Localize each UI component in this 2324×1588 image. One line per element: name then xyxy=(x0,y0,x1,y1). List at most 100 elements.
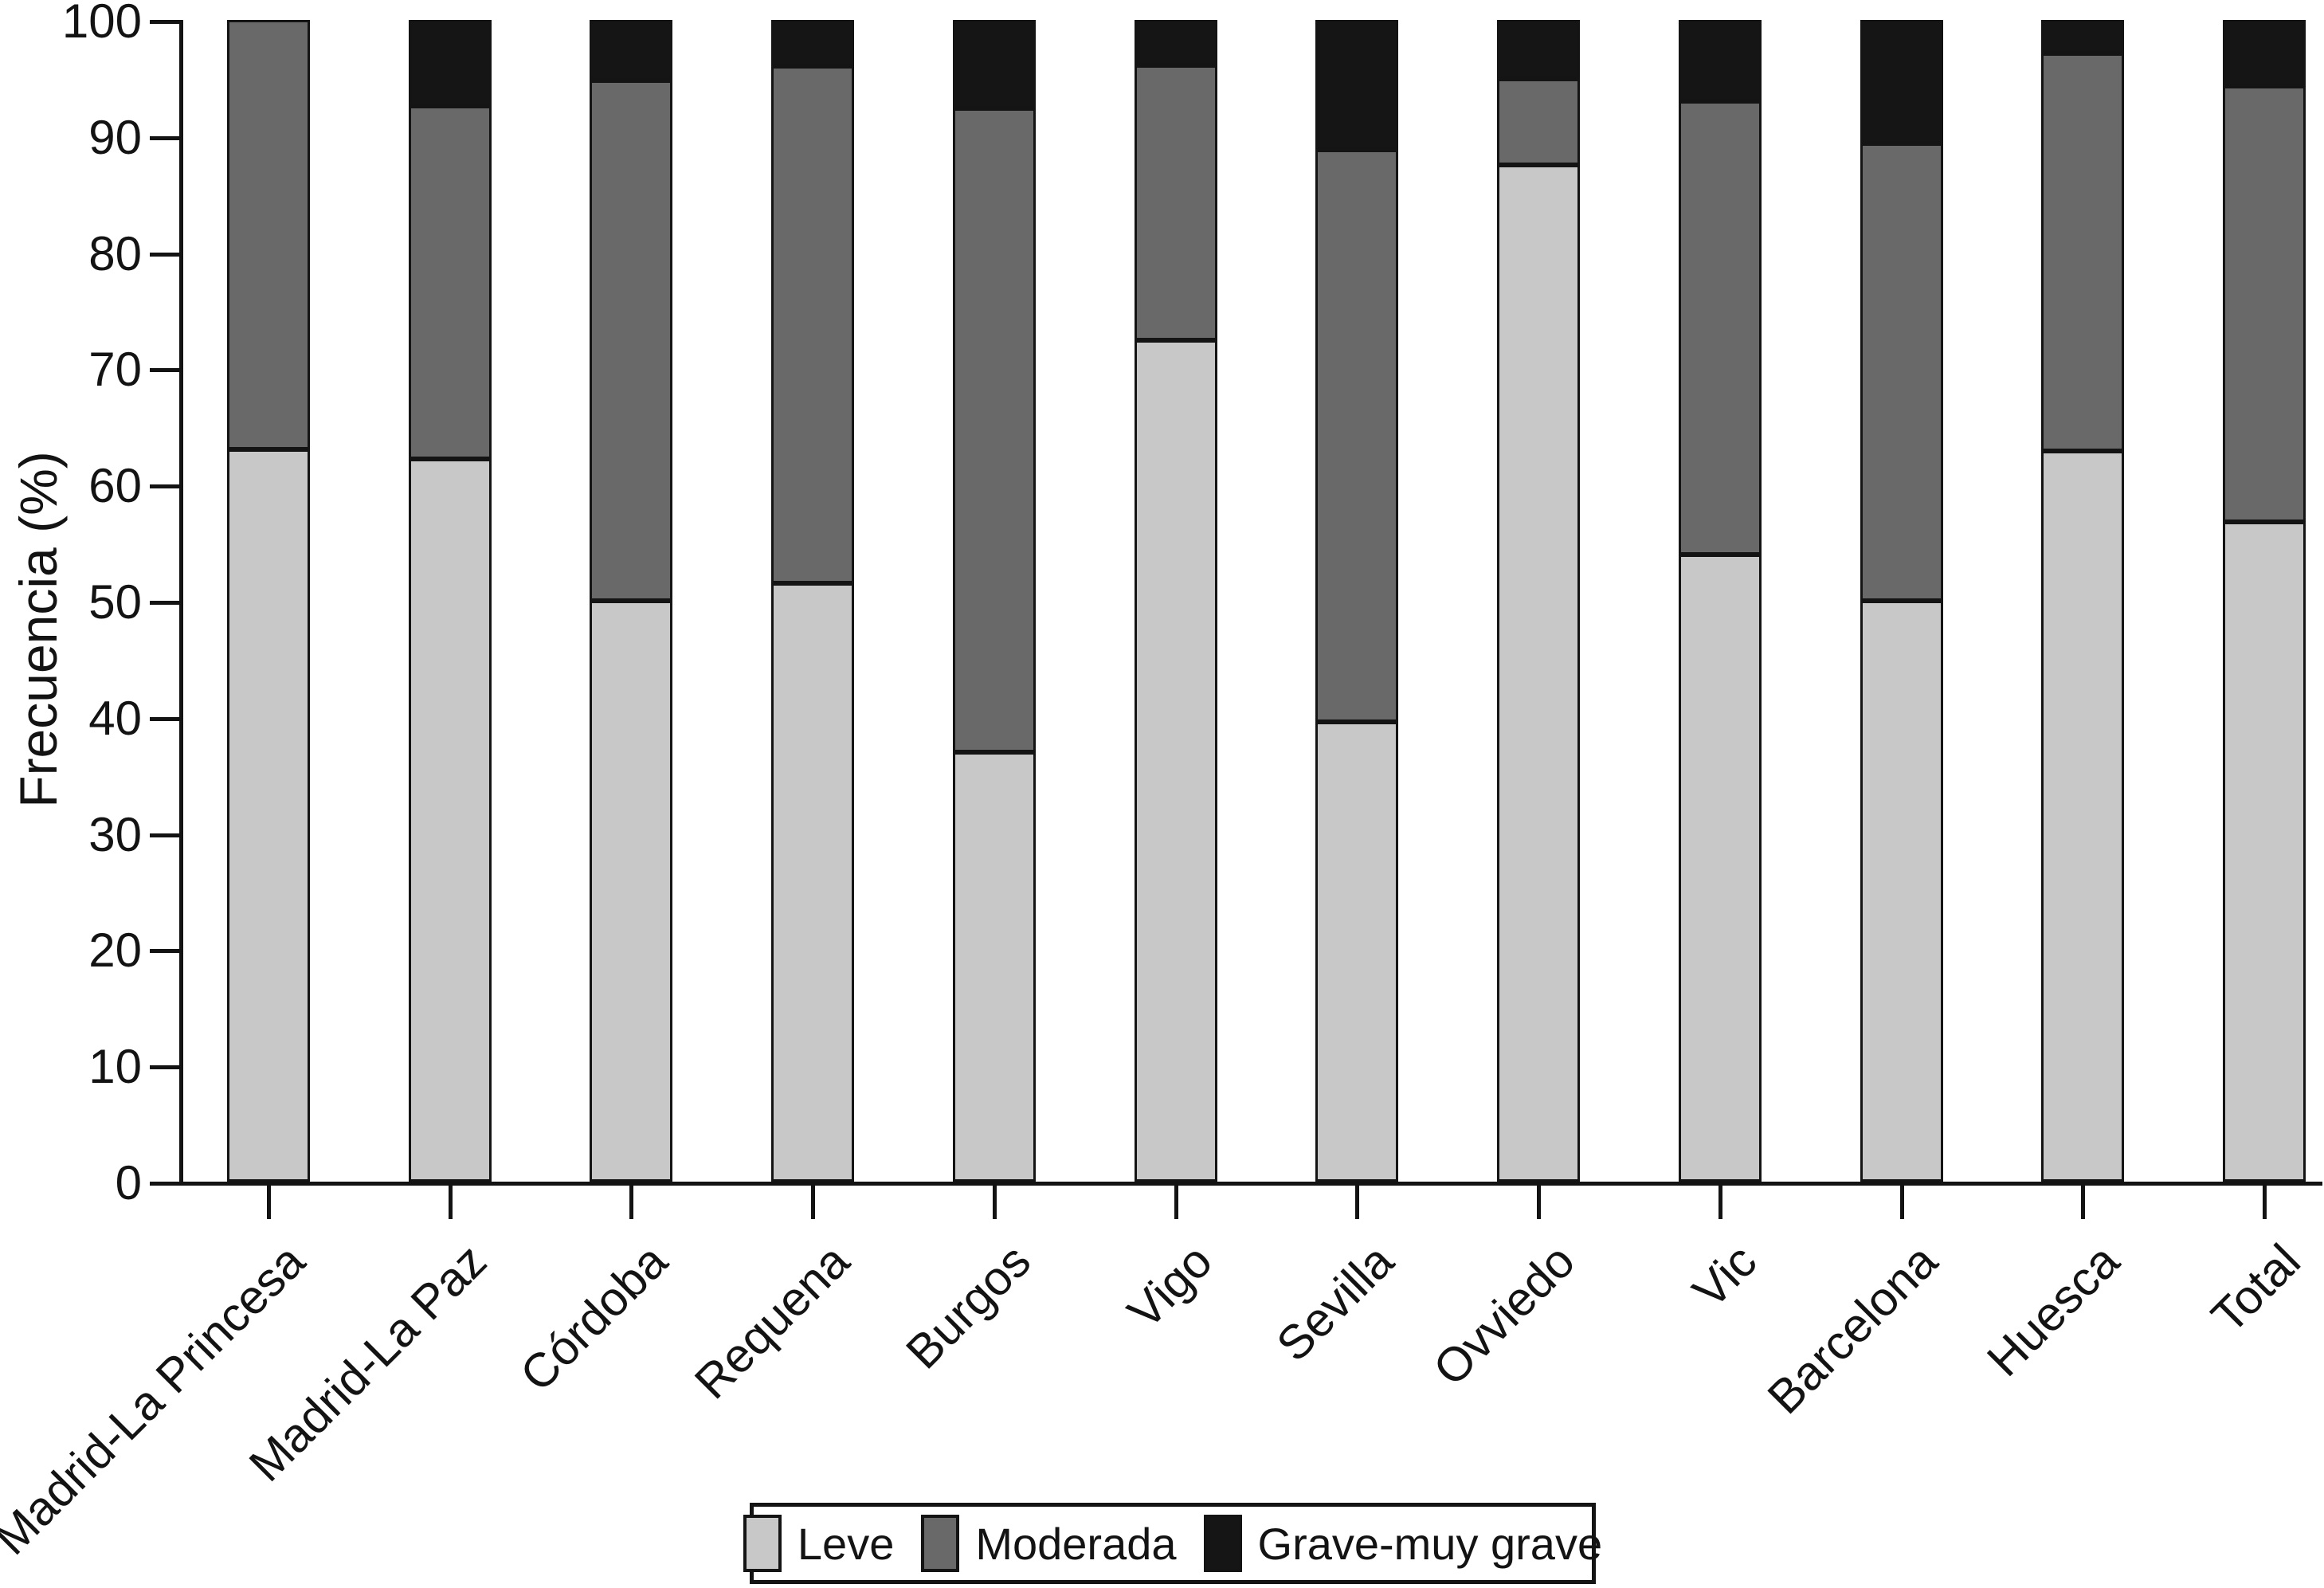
legend: Leve Moderada Grave-muy grave xyxy=(743,1503,1602,1584)
x-tick-mark xyxy=(629,1186,634,1219)
x-category-label: Vic xyxy=(1682,1233,1766,1319)
y-tick-mark xyxy=(150,716,179,721)
y-tick-mark xyxy=(150,1065,179,1070)
x-category-label: Sevilla xyxy=(1266,1233,1404,1372)
y-tick-label: 10 xyxy=(88,1040,142,1094)
bar-segment-moderada xyxy=(590,80,673,601)
bar-segment-grave-muy-grave xyxy=(771,20,855,67)
bar-segment-leve xyxy=(1678,554,1762,1182)
legend-item-grave-muy-grave: Grave-muy grave xyxy=(1203,1515,1603,1572)
bar-vic xyxy=(1678,20,1762,1182)
bar-segment-moderada xyxy=(1134,65,1217,341)
bar-segment-moderada xyxy=(2223,86,2306,522)
y-tick-label: 70 xyxy=(88,343,142,397)
bar-segment-leve xyxy=(1134,340,1217,1182)
x-tick-mark xyxy=(1899,1186,1904,1219)
bar-segment-grave-muy-grave xyxy=(1134,20,1217,65)
x-tick-mark xyxy=(992,1186,997,1219)
bar-segment-grave-muy-grave xyxy=(1860,20,1943,143)
y-tick-mark xyxy=(150,252,179,257)
bar-barcelona xyxy=(1860,20,1943,1182)
bar-c-rdoba xyxy=(590,20,673,1182)
bar-segment-leve xyxy=(1497,165,1581,1182)
legend-label: Grave-muy grave xyxy=(1257,1518,1603,1569)
bar-segment-leve xyxy=(227,449,310,1182)
x-tick-mark xyxy=(1174,1186,1178,1219)
bar-madrid-la-princesa xyxy=(227,20,310,1182)
bar-madrid-la-paz xyxy=(408,20,492,1182)
legend-item-moderada: Moderada xyxy=(921,1515,1177,1572)
bar-segment-leve xyxy=(1860,601,1943,1182)
bar-segment-grave-muy-grave xyxy=(1678,20,1762,102)
y-tick-label: 100 xyxy=(61,0,142,48)
x-tick-mark xyxy=(811,1186,816,1219)
bar-segment-moderada xyxy=(771,66,855,584)
x-tick-mark xyxy=(2263,1186,2267,1219)
x-category-label: Total xyxy=(2201,1233,2311,1343)
bar-segment-moderada xyxy=(2041,53,2125,451)
bar-ovviedo xyxy=(1497,20,1581,1182)
x-category-label: Córdoba xyxy=(510,1233,678,1402)
x-category-label: Madrid-La Princesa xyxy=(0,1233,315,1565)
bar-segment-leve xyxy=(1315,721,1399,1182)
y-axis-line xyxy=(179,20,183,1186)
bar-segment-moderada xyxy=(227,20,310,450)
bar-requena xyxy=(771,20,855,1182)
bar-segment-moderada xyxy=(1678,101,1762,555)
bar-segment-leve xyxy=(408,459,492,1182)
bar-huesca xyxy=(2041,20,2125,1182)
x-tick-mark xyxy=(448,1186,453,1219)
bar-segment-grave-muy-grave xyxy=(408,20,492,106)
x-tick-mark xyxy=(1718,1186,1722,1219)
x-category-label: Ovviedo xyxy=(1423,1233,1585,1396)
bar-segment-grave-muy-grave xyxy=(2041,20,2125,54)
x-category-label: Vigo xyxy=(1117,1233,1222,1339)
bar-segment-leve xyxy=(2041,450,2125,1182)
bar-vigo xyxy=(1134,20,1217,1182)
bar-segment-moderada xyxy=(952,108,1036,752)
x-category-label: Huesca xyxy=(1977,1233,2130,1386)
bar-segment-grave-muy-grave xyxy=(2223,20,2306,87)
bar-segment-grave-muy-grave xyxy=(1315,20,1399,151)
bar-segment-grave-muy-grave xyxy=(1497,20,1581,80)
y-tick-mark xyxy=(150,135,179,140)
x-category-label: Burgos xyxy=(896,1233,1041,1379)
bar-segment-moderada xyxy=(1497,79,1581,166)
y-tick-label: 40 xyxy=(88,691,142,745)
x-tick-mark xyxy=(1355,1186,1360,1219)
y-tick-mark xyxy=(150,484,179,489)
y-tick-mark xyxy=(150,949,179,954)
bar-sevilla xyxy=(1315,20,1399,1182)
legend-swatch xyxy=(1203,1515,1242,1572)
bar-segment-leve xyxy=(2223,521,2306,1182)
bar-segment-moderada xyxy=(1860,143,1943,601)
bar-segment-moderada xyxy=(1315,150,1399,722)
y-tick-label: 50 xyxy=(88,575,142,629)
y-tick-label: 60 xyxy=(88,459,142,513)
y-tick-mark xyxy=(150,601,179,605)
y-tick-mark xyxy=(150,368,179,373)
bar-segment-leve xyxy=(771,583,855,1182)
y-tick-label: 20 xyxy=(88,923,142,978)
x-category-label: Barcelona xyxy=(1758,1233,1948,1425)
bar-segment-grave-muy-grave xyxy=(590,20,673,80)
legend-label: Moderada xyxy=(975,1518,1177,1569)
x-tick-mark xyxy=(2081,1186,2086,1219)
bar-burgos xyxy=(952,20,1036,1182)
bar-total xyxy=(2223,20,2306,1182)
x-axis-line xyxy=(179,1182,2322,1186)
y-tick-label: 30 xyxy=(88,807,142,861)
legend-swatch xyxy=(743,1515,782,1572)
x-tick-mark xyxy=(267,1186,271,1219)
y-tick-mark xyxy=(150,1182,179,1186)
legend-swatch xyxy=(921,1515,960,1572)
y-tick-mark xyxy=(150,20,179,24)
bar-segment-moderada xyxy=(408,105,492,460)
bar-segment-leve xyxy=(952,751,1036,1182)
y-tick-label: 80 xyxy=(88,226,142,280)
legend-item-leve: Leve xyxy=(743,1515,894,1572)
bar-segment-grave-muy-grave xyxy=(952,20,1036,108)
legend-label: Leve xyxy=(797,1518,895,1569)
bar-segment-leve xyxy=(590,601,673,1182)
